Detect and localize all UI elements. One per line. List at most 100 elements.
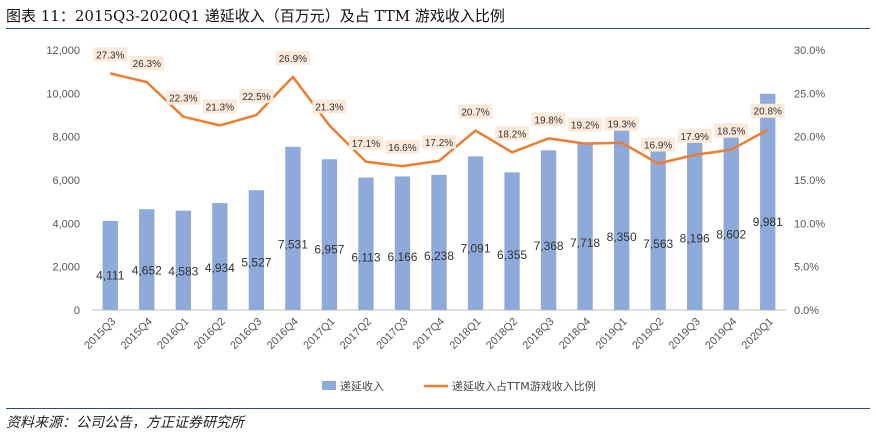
line-label-box xyxy=(750,103,785,118)
x-axis-tick-label: 2019Q4 xyxy=(703,316,739,352)
bar-value-label: 6,355 xyxy=(497,248,527,262)
bar-value-label: 8,602 xyxy=(716,228,746,242)
line-value-label: 16.6% xyxy=(388,143,416,154)
bar-value-label: 4,583 xyxy=(168,264,198,278)
line-value-label: 21.3% xyxy=(315,102,343,113)
right-axis-tick: 5.0% xyxy=(794,262,819,274)
bar-value-label: 8,196 xyxy=(680,231,710,245)
right-axis-tick: 15.0% xyxy=(794,175,825,187)
bar xyxy=(540,150,557,310)
bar-value-label: 6,957 xyxy=(314,243,344,257)
left-axis-tick: 0 xyxy=(74,305,80,317)
x-axis-tick-label: 2020Q1 xyxy=(740,316,776,352)
x-axis-tick-label: 2017Q1 xyxy=(301,316,337,352)
bar-value-label: 4,934 xyxy=(205,261,235,275)
bar xyxy=(102,220,118,310)
line-label-box xyxy=(385,140,420,155)
line-label-box xyxy=(714,123,749,138)
right-axis-tick: 0.0% xyxy=(794,305,819,317)
x-axis-tick-label: 2018Q3 xyxy=(521,316,557,352)
line-value-label: 19.8% xyxy=(534,115,562,126)
x-axis-tick-label: 2018Q2 xyxy=(484,316,520,352)
bar xyxy=(687,132,703,310)
left-axis-tick: 12,000 xyxy=(46,45,80,57)
bar xyxy=(175,210,191,310)
bar-value-label: 7,531 xyxy=(278,237,308,251)
left-axis-tick: 10,000 xyxy=(46,88,80,100)
line-value-label: 18.2% xyxy=(498,129,526,140)
bar-value-label: 5,527 xyxy=(241,256,271,270)
bar xyxy=(139,209,155,310)
x-axis-tick-label: 2015Q3 xyxy=(82,316,118,352)
line-value-label: 19.2% xyxy=(571,121,599,132)
chart-axes: 0 2,000 4,000 6,000 8,000 10,000 12,000 0.0% 5.0… xyxy=(46,45,825,317)
legend-label: 递延收入占TTM游戏收入比例 xyxy=(452,379,596,393)
bar-series xyxy=(102,93,776,311)
line-value-label: 26.9% xyxy=(279,54,307,65)
line-value-label: 17.9% xyxy=(681,132,709,143)
right-axis-tick: 20.0% xyxy=(794,132,825,144)
line-label-box xyxy=(677,128,712,143)
left-axis-tick: 4,000 xyxy=(52,218,80,230)
line-value-label: 21.3% xyxy=(206,102,234,113)
left-axis-tick: 8,000 xyxy=(52,132,80,144)
legend-label: 递延收入 xyxy=(340,379,384,393)
line-label-box xyxy=(166,90,201,105)
bar-value-label: 6,238 xyxy=(424,249,454,263)
line-value-label: 27.3% xyxy=(96,50,124,61)
line-value-label: 19.3% xyxy=(607,120,635,131)
line-series-path xyxy=(110,72,769,168)
line-label-box xyxy=(641,137,676,152)
bar-value-label: 7,563 xyxy=(643,237,673,251)
x-axis-tick-label: 2017Q2 xyxy=(338,316,374,352)
left-axis-tick: 2,000 xyxy=(52,262,80,274)
line-value-label: 26.3% xyxy=(133,59,161,70)
bar-value-label: 6,113 xyxy=(351,250,380,264)
line-label-box xyxy=(348,135,383,150)
x-axis-tick-label: 2018Q1 xyxy=(447,316,483,352)
bar xyxy=(212,203,228,310)
bar xyxy=(321,159,338,310)
bar xyxy=(577,142,593,310)
legend-swatch-bar xyxy=(322,381,336,390)
bar xyxy=(431,174,447,310)
line-label-box xyxy=(129,56,164,71)
x-axis-tick-label: 2019Q3 xyxy=(667,316,703,352)
line-label-box xyxy=(422,134,456,149)
line-label-box xyxy=(458,104,493,119)
bar xyxy=(358,177,374,310)
right-axis-tick: 30.0% xyxy=(794,45,825,57)
left-axis-tick: 6,000 xyxy=(52,175,80,187)
x-axis-tick-label: 2016Q4 xyxy=(265,316,301,352)
bar xyxy=(285,146,301,310)
source-note: 资料来源：公司公告，方正证券研究所 xyxy=(6,408,870,437)
line-value-labels: 27.3% 26.3% 22.3% 21.3% 22.5% 26.9% 21.3% 17.1%… xyxy=(93,47,785,155)
x-axis-tick-label: 2017Q3 xyxy=(374,316,410,352)
line-label-box xyxy=(495,126,530,141)
x-axis-tick-label: 2019Q1 xyxy=(594,316,630,352)
line-value-label: 17.1% xyxy=(352,139,380,150)
line-label-box xyxy=(604,116,639,131)
bar xyxy=(613,129,630,310)
bar-value-label: 8,350 xyxy=(607,230,637,244)
x-axis-tick-label: 2017Q4 xyxy=(411,316,447,352)
bar-value-label: 9,981 xyxy=(753,215,783,229)
line-value-label: 17.2% xyxy=(425,138,453,149)
line-label-box xyxy=(568,117,603,132)
chart-title: 图表 11：2015Q3-2020Q1 递延收入（百万元）及占 TTM 游戏收入… xyxy=(6,4,870,29)
bar-value-label: 7,091 xyxy=(461,241,491,255)
bar-value-label: 6,166 xyxy=(387,250,417,264)
x-axis-tick-label: 2016Q1 xyxy=(155,316,191,352)
bar-value-label: 4,652 xyxy=(132,264,162,278)
line-label-box xyxy=(312,99,347,114)
right-axis-tick: 25.0% xyxy=(794,88,825,100)
line-series xyxy=(110,72,769,168)
x-axis-labels: 2015Q3 2015Q4 2016Q1 2016Q2 2016Q3 2016Q4 2017… xyxy=(82,316,776,352)
bar xyxy=(723,123,739,310)
line-value-label: 22.5% xyxy=(242,92,270,103)
bar xyxy=(650,146,666,310)
line-label-box xyxy=(202,99,237,114)
line-value-label: 20.7% xyxy=(461,108,489,119)
bar xyxy=(467,156,484,310)
